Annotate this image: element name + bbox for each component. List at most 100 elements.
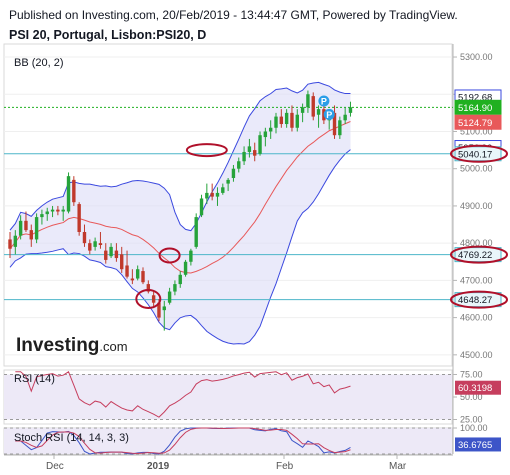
y-tick-label: 4500.00 [460, 350, 493, 360]
x-tick-label: Mar [389, 461, 407, 472]
rsi-line [15, 371, 351, 418]
candle-body [66, 176, 71, 212]
candle-body [247, 146, 252, 152]
candle-body [242, 151, 246, 162]
candle-body [173, 284, 177, 292]
stoch-tick-label: 100.00 [460, 423, 488, 433]
candle-body [146, 284, 151, 292]
candle-body [237, 161, 241, 169]
price-label: 5124.79 [458, 118, 492, 129]
rsi-band-fill [4, 374, 452, 420]
price-label-box [454, 99, 502, 115]
bollinger-lower-line [9, 149, 351, 345]
candle-body [205, 192, 209, 199]
candle-body [114, 250, 119, 259]
candle-body [50, 209, 55, 212]
candle-body [221, 187, 225, 193]
candle-body [104, 250, 108, 260]
rsi-tick-label: 75.00 [460, 370, 483, 380]
candle-body [72, 179, 76, 203]
candle-body [8, 239, 12, 249]
price-label: 5040.17 [458, 149, 492, 160]
p-marker [318, 95, 330, 107]
y-tick-label: 5000.00 [460, 164, 493, 174]
y-tick-label: 4900.00 [460, 201, 493, 211]
candle-body [178, 274, 182, 285]
candle-body [311, 96, 315, 117]
circle-annotation [158, 247, 181, 264]
investing-logo: Investing.com [16, 335, 128, 356]
candle-body [109, 246, 113, 257]
candle-body [18, 220, 23, 236]
candle-body [189, 250, 193, 262]
candle-body [125, 265, 129, 277]
candle-body [29, 230, 33, 240]
rsi-value-label: 60.3198 [458, 383, 492, 394]
axis-circle-annotation [450, 245, 508, 264]
candle-body [231, 168, 236, 179]
stoch-title: Stoch RSI (14, 14, 3, 3) [14, 432, 129, 444]
rsi-tick-label: 25.00 [460, 415, 483, 425]
candle-body [34, 217, 39, 240]
candle-body [93, 241, 97, 247]
candle-body [162, 306, 166, 311]
axis-circle-annotation [450, 144, 508, 163]
candle-body [300, 107, 305, 113]
bollinger-band-fill [10, 82, 351, 344]
candle-body [141, 271, 145, 283]
stoch-value-label: 36.6765 [458, 440, 492, 451]
stoch-d-line [15, 427, 351, 454]
x-tick-label: Feb [276, 461, 294, 472]
candle-body [13, 235, 18, 247]
p-marker [323, 108, 335, 120]
p-marker-label: P [321, 96, 327, 106]
x-tick-label: 2019 [147, 461, 170, 472]
rsi-value-box [455, 380, 501, 395]
candle-body [338, 120, 342, 136]
candle-body [199, 198, 204, 216]
candle-body [120, 254, 124, 270]
y-tick-label: 4700.00 [460, 275, 493, 285]
candle-body [316, 109, 321, 115]
candle-body [274, 116, 278, 128]
candle-body [98, 243, 103, 246]
candle-body [263, 131, 268, 138]
candle-body [279, 116, 284, 125]
circle-annotation [185, 143, 228, 158]
candle-body [290, 112, 294, 128]
bollinger-upper-line [9, 81, 351, 232]
price-label: 5164.90 [458, 103, 492, 114]
stoch-k-line [15, 427, 351, 455]
stoch-band-fill [4, 428, 452, 454]
candle-body [130, 278, 135, 281]
candle-body [183, 261, 188, 275]
candle-body [82, 231, 87, 244]
candle-body [210, 192, 214, 197]
publisher-caption: Published on Investing.com, 20/Feb/2019 … [9, 8, 458, 22]
candle-body [157, 302, 161, 318]
price-label: 4769.22 [458, 250, 492, 261]
candle-body [45, 211, 49, 215]
p-marker-label: P [326, 110, 332, 120]
rsi-title: RSI (14) [14, 373, 55, 385]
candle-body [268, 127, 273, 132]
logo-brand: Investing [16, 335, 99, 356]
candle-body [215, 192, 220, 197]
rsi-tick-label: 50.00 [460, 392, 483, 402]
candle-body [295, 114, 299, 128]
stoch-value-box [455, 437, 501, 452]
candle-body [56, 209, 60, 212]
candle-body [226, 179, 230, 184]
candle-body [306, 94, 310, 108]
price-label-box [454, 114, 502, 130]
candle-body [135, 269, 140, 279]
candle-body [348, 107, 353, 113]
y-tick-label: 4800.00 [460, 238, 493, 248]
candle-body [284, 112, 289, 125]
y-tick-label: 5300.00 [460, 52, 493, 62]
candle-body [40, 214, 44, 218]
price-label: 4648.27 [458, 295, 492, 306]
axis-circle-annotation [450, 290, 508, 309]
y-tick-label: 5100.00 [460, 126, 493, 136]
